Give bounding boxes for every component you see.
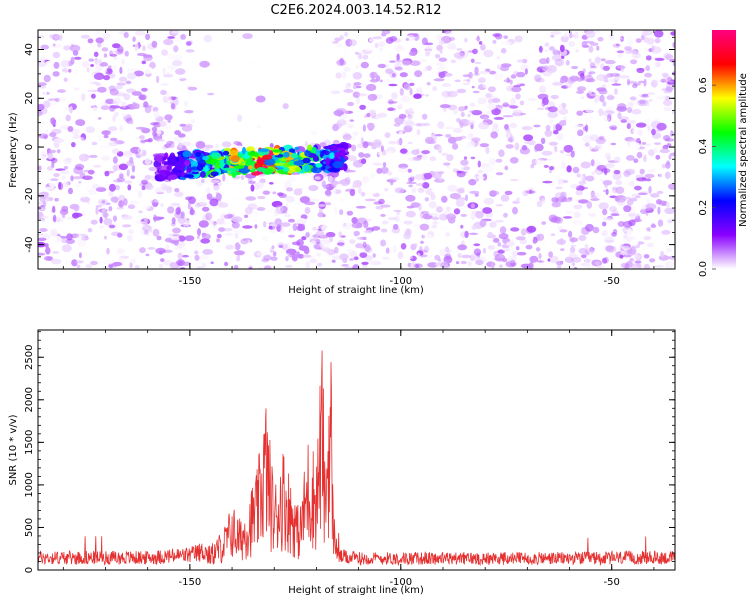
snr-series-line [37, 350, 676, 567]
heatmap-y-tick-label-4: 40 [24, 43, 35, 56]
snr-plot-area [37, 350, 676, 567]
heatmap-x-ticks: -150 -100 -50 [62, 30, 655, 287]
colorbar: 0.0 0.2 0.4 0.6 Normalized spectral amplitu… [698, 30, 749, 277]
snr-y-tick-label-2: 1000 [24, 472, 35, 497]
heatmap-x-tick-label-0: -150 [179, 276, 202, 287]
snr-y-ticks: 0 500 1000 1500 2000 2500 [24, 331, 675, 573]
snr-x-ticks: -150 -100 -50 [62, 330, 655, 588]
colorbar-tick-label-0: 0.0 [698, 261, 709, 277]
snr-frame [37, 329, 676, 571]
colorbar-label: Normalized spectral amplitude [738, 73, 749, 227]
colorbar-ramp [712, 30, 736, 269]
heatmap-y-ticks: -40 -20 0 20 40 [24, 36, 675, 270]
heatmap-y-tick-label-3: 20 [24, 92, 35, 105]
snr-y-tick-label-1: 500 [24, 518, 35, 537]
snr-y-tick-label-5: 2500 [24, 345, 35, 370]
snr-y-axis-label: SNR (10 * v/v) [8, 414, 19, 485]
snr-y-tick-label-0: 0 [24, 567, 35, 573]
heatmap-y-axis-label: Frequency (Hz) [8, 112, 19, 188]
snr-x-tick-label-1: -100 [389, 577, 412, 588]
chart-title: C2E6.2024.003.14.52.R12 [270, 3, 441, 18]
heatmap-y-tick-label-2: 0 [24, 144, 35, 150]
colorbar-tick-label-2: 0.4 [698, 138, 709, 154]
heatmap-frame [37, 29, 676, 270]
colorbar-tick-label-1: 0.2 [698, 200, 709, 216]
snr-x-axis-label: Height of straight line (km) [288, 585, 424, 596]
colorbar-tick-label-3: 0.6 [698, 77, 709, 93]
heatmap-x-tick-label-2: -50 [604, 276, 620, 287]
snr-x-tick-label-2: -50 [604, 577, 620, 588]
snr-panel: -150 -100 -50 0 500 1000 1500 2000 2500 Height … [8, 329, 676, 596]
heatmap-y-tick-label-1: -20 [24, 188, 35, 204]
heatmap-y-tick-label-0: -40 [24, 236, 35, 252]
heatmap-panel: -150 -100 -50 -40 -20 0 20 40 Height of straig… [8, 29, 676, 296]
heatmap-x-tick-label-1: -100 [389, 276, 412, 287]
heatmap-x-axis-label: Height of straight line (km) [288, 285, 424, 296]
colorbar-ticks: 0.0 0.2 0.4 0.6 [698, 77, 716, 277]
snr-y-tick-label-4: 2000 [24, 387, 35, 412]
snr-y-tick-label-3: 1500 [24, 430, 35, 455]
snr-x-tick-label-0: -150 [179, 577, 202, 588]
heatmap-plot-area [38, 30, 675, 269]
